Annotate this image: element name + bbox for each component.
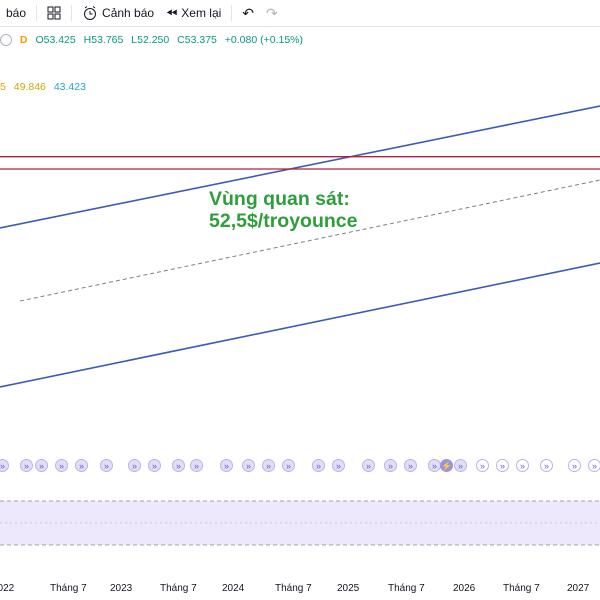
x-tick-label: Tháng 7 (275, 583, 312, 594)
toolbar-divider (71, 5, 73, 21)
event-marker-icon[interactable]: » (172, 459, 185, 472)
event-marker-icon[interactable]: » (496, 459, 509, 472)
replay-icon: ⏪︎ (166, 5, 178, 21)
channel-upper-line (0, 105, 600, 229)
event-marker-icon[interactable]: » (404, 459, 417, 472)
event-marker-icon[interactable]: » (428, 459, 441, 472)
x-tick-label: 2022 (0, 583, 15, 594)
event-marker-icon[interactable]: » (262, 459, 275, 472)
x-tick-label: 2026 (453, 583, 476, 594)
toolbar-divider (36, 5, 38, 21)
event-marker-icon[interactable]: » (220, 459, 233, 472)
event-marker-icon[interactable]: » (384, 459, 397, 472)
event-marker-icon[interactable]: » (332, 459, 345, 472)
symbol-status-icon (0, 34, 12, 47)
layout-button[interactable] (41, 0, 67, 26)
x-tick-label: 2024 (222, 583, 245, 594)
annotation-line-1: Vùng quan sát: (209, 188, 350, 210)
event-marker-icon[interactable]: » (476, 459, 489, 472)
x-tick-label: Tháng 7 (50, 583, 87, 594)
x-tick-label: 2023 (110, 583, 133, 594)
resistance-lines (0, 156, 600, 170)
observation-annotation: Vùng quan sát: 52,5$/troyounce (209, 188, 357, 232)
channel-lines (0, 105, 600, 388)
event-marker-icon[interactable]: » (362, 459, 375, 472)
low-value: L52.250 (131, 34, 170, 46)
indicator-button[interactable]: báo (0, 0, 32, 26)
undo-button[interactable]: ↶ (236, 0, 260, 26)
layout-grid-icon (47, 6, 61, 20)
channel-lower-line (0, 262, 600, 388)
top-toolbar: báo Cảnh báo ⏪︎ Xem lại ↶ ↷ (0, 0, 600, 27)
event-marker-icon[interactable]: » (282, 459, 295, 472)
ma-value-1: 5 (0, 81, 6, 93)
annotation-line-2: 52,5$/troyounce (209, 210, 358, 232)
alert-button[interactable]: Cảnh báo (76, 0, 160, 26)
rsi-panel (0, 500, 600, 546)
event-marker-icon[interactable]: » (588, 459, 600, 472)
alert-label: Cảnh báo (102, 6, 155, 20)
ma-value-2: 49.846 (13, 81, 46, 93)
event-marker-icon[interactable]: » (75, 459, 88, 472)
x-tick-label: Tháng 7 (160, 583, 197, 594)
ohlc-legend: D O53.425 H53.765 L52.250 C53.375 +0.080… (0, 34, 308, 47)
high-value: H53.765 (83, 34, 124, 46)
toolbar-divider (231, 5, 233, 21)
event-marker-icon[interactable]: » (312, 459, 325, 472)
alarm-clock-icon (84, 6, 97, 20)
event-marker-icon[interactable]: » (454, 459, 467, 472)
x-tick-label: Tháng 7 (388, 583, 425, 594)
redo-icon: ↷ (266, 5, 278, 21)
event-marker-icon[interactable]: » (128, 459, 141, 472)
ma-legend: 5 49.846 43.423 (0, 81, 91, 93)
event-marker-icon[interactable]: » (516, 459, 529, 472)
replay-button[interactable]: ⏪︎ Xem lại (160, 0, 227, 26)
undo-icon: ↶ (242, 5, 255, 21)
event-marker-icon[interactable]: » (190, 459, 203, 472)
event-marker-icon[interactable]: » (55, 459, 68, 472)
ma-value-3: 43.423 (53, 81, 86, 93)
redo-button[interactable]: ↷ (260, 0, 284, 26)
event-marker-icon[interactable]: » (0, 459, 9, 472)
event-marker-icon[interactable]: » (540, 459, 553, 472)
replay-label: Xem lại (181, 6, 222, 20)
x-tick-label: 2025 (337, 583, 360, 594)
event-marker-icon[interactable]: ⚡ (440, 459, 453, 472)
event-marker-icon[interactable]: » (100, 459, 113, 472)
change-value: +0.080 (+0.15%) (224, 34, 304, 46)
close-value: C53.375 (177, 34, 217, 46)
open-value: O53.425 (35, 34, 76, 46)
event-marker-icon[interactable]: » (148, 459, 161, 472)
event-marker-icon[interactable]: » (242, 459, 255, 472)
x-tick-label: Tháng 7 (503, 583, 540, 594)
x-tick-label: 2027 (567, 583, 590, 594)
channel-midline (19, 179, 600, 302)
event-marker-icon[interactable]: » (568, 459, 581, 472)
toolbar-item-label: báo (6, 6, 27, 20)
event-marker-icon[interactable]: » (35, 459, 48, 472)
event-marker-icon[interactable]: » (20, 459, 33, 472)
interval-letter: D (19, 34, 28, 46)
